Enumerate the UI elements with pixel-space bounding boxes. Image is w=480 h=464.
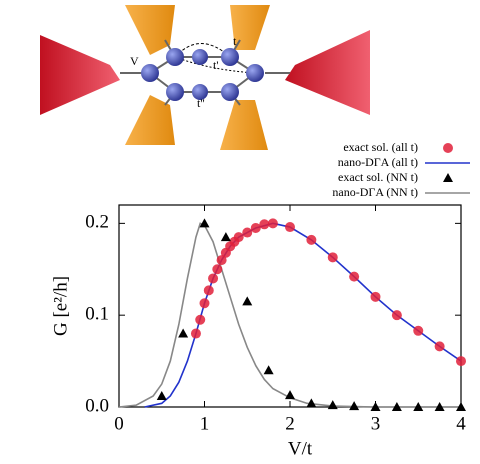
x-tick-label: 2 (285, 413, 295, 434)
y-tick-label: 0.0 (85, 395, 109, 416)
x-tick-label: 0 (114, 413, 124, 434)
data-point (212, 264, 222, 274)
y-axis-label: G [e²/h] (50, 276, 71, 336)
data-point (195, 315, 205, 325)
x-tick-label: 1 (200, 413, 210, 434)
data-point (285, 390, 295, 399)
x-tick-label: 3 (371, 413, 381, 434)
data-point (392, 310, 402, 320)
data-point (413, 326, 423, 336)
y-tick-label: 0.1 (85, 304, 109, 325)
molecule-illustration (40, 5, 370, 150)
data-point (285, 222, 295, 232)
data-point (435, 341, 445, 351)
data-point (221, 232, 231, 241)
data-point (328, 400, 338, 409)
data-point (349, 272, 359, 282)
data-point (456, 356, 466, 366)
data-point (242, 228, 252, 238)
annotation: t'' (197, 96, 205, 110)
plot-frame (119, 205, 461, 407)
legend-swatch (443, 173, 453, 182)
chart: V t t' t'' V/t G [e²/h] 012340.00.10.2ex… (0, 0, 480, 464)
data-point (208, 273, 218, 283)
legend-swatch (443, 143, 453, 153)
data-point (157, 391, 167, 400)
data-point (242, 296, 252, 305)
data-point (178, 329, 188, 338)
data-point (306, 235, 316, 245)
data-point (349, 401, 359, 410)
data-point (264, 365, 274, 374)
data-point (204, 285, 214, 295)
legend-label: exact sol. (all t) (343, 140, 418, 154)
legend-label: nano-DΓA (all t) (338, 155, 418, 169)
annotation: V (130, 54, 139, 68)
series-line (119, 223, 461, 407)
data-point (200, 298, 210, 308)
legend-label: nano-DΓA (NN t) (332, 185, 418, 199)
data-point (251, 223, 261, 233)
data-point (268, 218, 278, 228)
data-point (234, 232, 244, 242)
data-point (191, 329, 201, 339)
data-point (259, 219, 269, 229)
x-axis-label: V/t (288, 438, 313, 459)
annotation: t' (213, 58, 219, 72)
series-line (145, 223, 461, 407)
data-point (328, 252, 338, 262)
legend-label: exact sol. (NN t) (338, 170, 418, 184)
x-tick-label: 4 (456, 413, 466, 434)
y-tick-label: 0.2 (85, 212, 109, 233)
data-point (371, 292, 381, 302)
